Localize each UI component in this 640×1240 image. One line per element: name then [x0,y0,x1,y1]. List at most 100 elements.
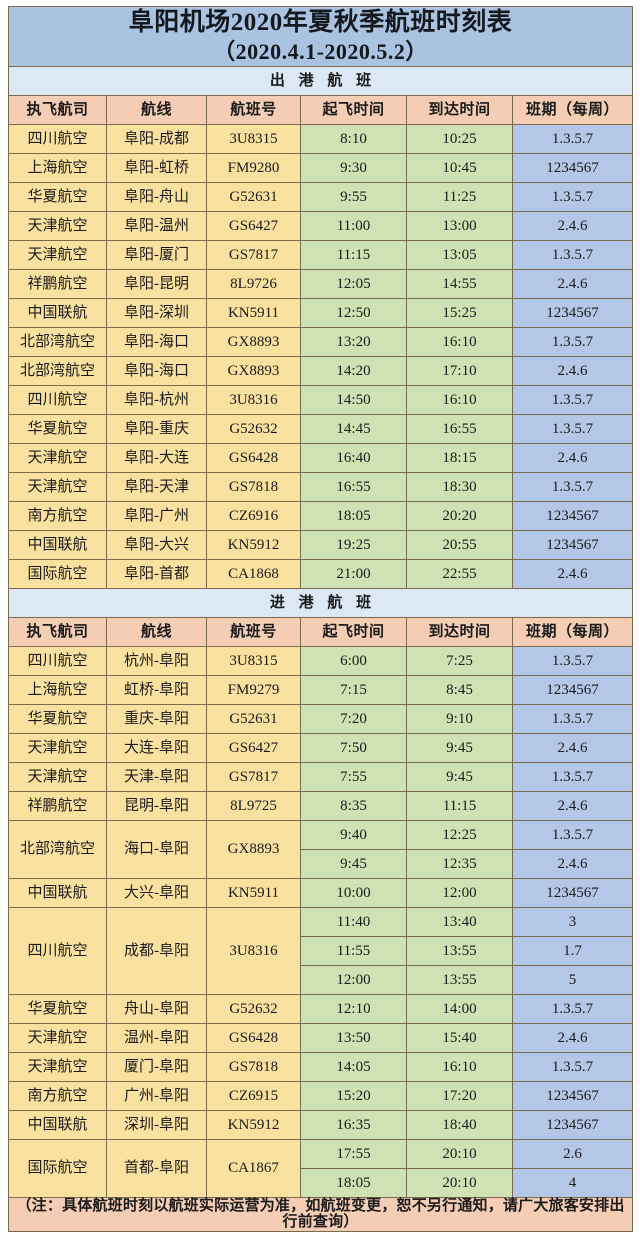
cell-days: 1234567 [511,500,634,531]
cell-arrival-time: 13:55 [406,935,513,966]
cell-flight-no: 8L9725 [206,790,301,821]
table-row: 四川航空 杭州-阜阳 3U8315 6:00 7:25 1.3.5.7 [8,645,634,676]
cell-days: 2.4.6 [511,210,634,241]
cell-airline: 上海航空 [8,152,107,183]
cell-flight-no: 3U8315 [206,645,301,676]
cell-flight-no: GX8893 [206,326,301,357]
cell-arrival-time: 17:20 [406,1080,513,1111]
cell-airline: 天津航空 [8,210,107,241]
table-row: 南方航空 广州-阜阳 CZ6915 15:20 17:20 1234567 [8,1080,634,1111]
cell-departure-time: 18:05 [300,500,407,531]
cell-days: 4 [511,1167,634,1198]
cell-days: 5 [511,964,634,995]
cell-arrival-time: 18:15 [406,442,513,473]
column-header-arrival-time: 到达时间 [406,94,513,125]
cell-departure-time: 14:45 [300,413,407,444]
cell-airline: 天津航空 [8,471,107,502]
cell-airline: 中国联航 [8,529,107,560]
cell-arrival-time: 20:10 [406,1138,513,1169]
cell-arrival-time: 17:10 [406,355,513,386]
column-header-row-arrivals: 执飞航司 航线 航班号 起飞时间 到达时间 班期（每周） [8,616,634,647]
column-header-airline: 执飞航司 [8,616,107,647]
title-row: 阜阳机场2020年夏秋季航班时刻表 （2020.4.1-2020.5.2） [7,6,634,67]
cell-departure-time: 7:50 [300,732,407,763]
cell-departure-time: 17:55 [300,1138,407,1169]
cell-days: 1.3.5.7 [511,123,634,154]
cell-days: 1234567 [511,674,634,705]
table-row: 天津航空 阜阳-厦门 GS7817 11:15 13:05 1.3.5.7 [8,239,634,270]
cell-arrival-time: 22:55 [406,558,513,589]
cell-airline: 中国联航 [8,297,107,328]
cell-departure-time: 15:20 [300,1080,407,1111]
cell-airline: 华夏航空 [8,413,107,444]
cell-days: 1.3.5.7 [511,993,634,1024]
cell-flight-no: 3U8316 [206,906,301,995]
cell-days: 1234567 [511,877,634,908]
cell-days: 1.3.5.7 [511,181,634,212]
cell-arrival-time: 12:00 [406,877,513,908]
cell-arrival-time: 11:25 [406,181,513,212]
column-header-route: 航线 [106,616,207,647]
table-row: 12:00 13:55 5 [9,964,634,995]
cell-arrival-time: 20:10 [406,1167,513,1198]
table-row: 华夏航空 阜阳-重庆 G52632 14:45 16:55 1.3.5.7 [8,413,634,444]
cell-flight-no: GS6428 [206,1022,301,1053]
cell-flight-no: GS7818 [206,471,301,502]
table-row: 华夏航空 阜阳-舟山 G52631 9:55 11:25 1.3.5.7 [8,181,634,212]
cell-arrival-time: 20:55 [406,529,513,560]
cell-route: 阜阳-大兴 [106,529,207,560]
cell-route: 阜阳-深圳 [106,297,207,328]
cell-days: 2.6 [511,1138,634,1169]
cell-days: 1234567 [511,152,634,183]
cell-departure-time: 13:20 [300,326,407,357]
cell-departure-time: 8:10 [300,123,407,154]
cell-route: 阜阳-昆明 [106,268,207,299]
cell-departure-time: 9:30 [300,152,407,183]
cell-arrival-time: 18:30 [406,471,513,502]
cell-arrival-time: 13:40 [406,906,513,937]
cell-airline: 北部湾航空 [8,326,107,357]
cell-departure-time: 13:50 [300,1022,407,1053]
column-header-departure-time: 起飞时间 [300,616,407,647]
column-header-row-departures: 执飞航司 航线 航班号 起飞时间 到达时间 班期（每周） [8,94,634,125]
table-row: 四川航空 阜阳-杭州 3U8316 14:50 16:10 1.3.5.7 [8,384,634,415]
cell-airline: 祥鹏航空 [8,268,107,299]
table-row: 上海航空 阜阳-虹桥 FM9280 9:30 10:45 1234567 [8,152,634,183]
cell-days: 2.4.6 [511,1022,634,1053]
cell-airline: 华夏航空 [8,703,107,734]
cell-flight-no: GS7817 [206,239,301,270]
cell-flight-no: GS6427 [206,210,301,241]
cell-departure-time: 11:40 [300,906,407,937]
cell-departure-time: 16:35 [300,1109,407,1140]
cell-route: 昆明-阜阳 [106,790,207,821]
cell-days: 2.4.6 [511,848,634,879]
cell-flight-no: KN5911 [206,297,301,328]
cell-departure-time: 14:05 [300,1051,407,1082]
table-row: 天津航空 阜阳-温州 GS6427 11:00 13:00 2.4.6 [8,210,634,241]
cell-days: 1.3.5.7 [511,761,634,792]
cell-route: 阜阳-天津 [106,471,207,502]
cell-days: 1.7 [511,935,634,966]
cell-departure-time: 9:40 [300,819,407,850]
column-header-airline: 执飞航司 [8,94,107,125]
cell-route: 阜阳-大连 [106,442,207,473]
cell-airline: 祥鹏航空 [8,790,107,821]
cell-days: 2.4.6 [511,268,634,299]
cell-days: 1.3.5.7 [511,703,634,734]
cell-route: 成都-阜阳 [106,906,207,995]
cell-flight-no: GX8893 [206,819,301,879]
cell-flight-no: KN5912 [206,529,301,560]
cell-airline: 北部湾航空 [8,355,107,386]
cell-route: 虹桥-阜阳 [106,674,207,705]
cell-departure-time: 7:55 [300,761,407,792]
cell-days: 2.4.6 [511,558,634,589]
cell-departure-time: 12:00 [300,964,407,995]
cell-flight-no: GS7817 [206,761,301,792]
cell-days: 1.3.5.7 [511,413,634,444]
cell-airline: 天津航空 [8,761,107,792]
cell-days: 1234567 [511,1080,634,1111]
cell-route: 杭州-阜阳 [106,645,207,676]
section-header-departures: 出 港 航 班 [7,65,634,96]
section-header-departures-row: 出 港 航 班 [7,65,634,96]
footer-note-row: （注：具体航班时刻以航班实际运营为准，如航班变更，恕不另行通知，请广大旅客安排出… [7,1196,634,1232]
